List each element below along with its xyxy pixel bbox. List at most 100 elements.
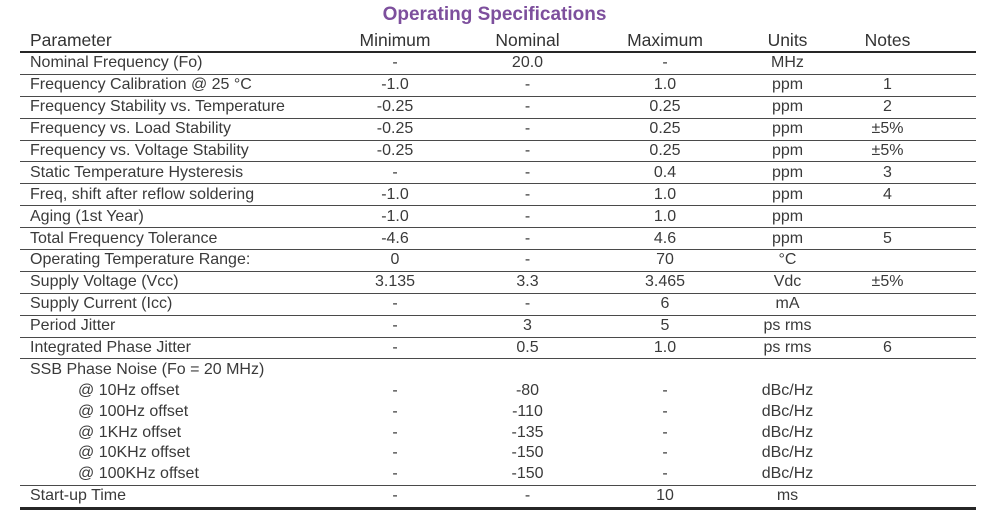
minimum-cell: - [392,317,398,335]
parameter-cell: @ 1KHz offset [78,423,182,441]
table-row: SSB Phase Noise (Fo = 20 MHz) [20,359,976,380]
parameter-cell: Start-up Time [30,487,127,505]
parameter-cell: Frequency vs. Load Stability [30,120,231,138]
spacer-cell [935,271,976,293]
notes-cell [840,422,935,443]
minimum-cell: -4.6 [381,229,409,247]
notes-cell [840,359,935,380]
table-row: Nominal Frequency (Fo) - 20.0 - MHz [20,52,976,75]
maximum-cell: 1.0 [653,76,677,94]
notes-cell [840,443,935,464]
parameter-cell: Operating Temperature Range: [30,251,251,269]
units-cell: dBc/Hz [761,444,814,462]
notes-cell [840,464,935,485]
nominal-cell: - [524,142,531,159]
maximum-cell: 4.6 [653,229,677,247]
parameter-cell: Integrated Phase Jitter [30,339,191,357]
table-row: Frequency Calibration @ 25 °C -1.0-1.0 ppm… [20,74,976,97]
nominal-cell: 3.3 [516,273,539,291]
nominal-cell: 0.5 [516,339,539,357]
units-cell: Vdc [773,273,802,291]
nominal-cell: - [524,120,531,138]
parameter-cell: Total Frequency Tolerance [30,229,218,247]
minimum-cell: -0.25 [376,142,414,159]
minimum-cell: - [392,423,398,441]
minimum-cell: - [392,402,398,420]
table-row: Static Temperature Hysteresis - - 0.4 ppm 3 [20,162,976,184]
units-cell: dBc/Hz [761,402,814,420]
units-cell: ppm [771,120,804,138]
spacer-cell [935,464,976,485]
nominal-cell: - [524,76,531,94]
maximum-cell: - [662,444,668,462]
table-row: @ 100KHz offset - -150 - dBc/Hz [20,464,976,486]
notes-cell: 3 [883,163,892,181]
units-cell: ppm [771,207,804,225]
maximum-cell: - [662,381,668,399]
spacer-cell [935,184,976,206]
spacer-cell [935,250,976,272]
maximum-cell: 0.25 [649,142,681,159]
nominal-cell: -110 [512,402,543,420]
minimum-cell: - [392,54,398,72]
table-row: @ 1KHz offset - -135 - dBc/Hz [20,422,976,443]
units-cell: ppm [771,142,804,159]
nominal-cell: -80 [515,381,540,399]
nominal-cell: - [524,251,531,269]
table-row: Frequency vs. Load Stability -0.25-0.25 pp… [20,118,976,141]
parameter-cell: Period Jitter [30,317,116,335]
units-cell: dBc/Hz [761,465,814,483]
minimum-cell: -0.25 [376,120,414,138]
maximum-cell: 1.0 [653,207,677,225]
maximum-cell: 70 [656,251,674,269]
maximum-cell: - [662,54,668,72]
units-cell: dBc/Hz [761,423,814,441]
minimum-cell: - [392,163,398,181]
nominal-cell: - [524,207,531,225]
spacer-cell [935,293,976,315]
maximum-cell: 6 [660,295,670,313]
table-row: @ 10KHz offset - -150 - dBc/Hz [20,443,976,464]
units-cell: ppm [771,98,804,116]
nominal-cell [460,359,595,380]
maximum-cell: - [662,465,668,483]
maximum-cell: - [662,423,668,441]
spacer-cell [935,401,976,422]
maximum-cell [595,359,735,380]
column-header-minimum: Minimum [359,29,431,50]
column-header-maximum: Maximum [627,29,703,50]
nominal-cell: - [524,229,531,247]
table-row: Start-up Time - - 10 ms [20,485,976,509]
table-row: Supply Voltage (Vcc) 3.135 3.3 3.465 Vdc ±5% [20,271,976,294]
table-row: @ 100Hz offset - -110 - dBc/Hz [20,401,976,422]
spacer-cell [935,380,976,401]
table-row: Integrated Phase Jitter - 0.5 1.0 ps rms 6 [20,337,976,359]
minimum-cell: -1.0 [381,207,409,225]
nominal-cell: -135 [511,423,544,441]
units-cell: °C [778,251,797,269]
table-row: Period Jitter - 3 5 ps rms [20,315,976,338]
notes-cell: 2 [883,98,892,116]
spacer-cell [935,485,976,508]
nominal-cell: - [524,295,531,313]
notes-cell [840,485,935,508]
minimum-cell: -1.0 [381,76,409,94]
minimum-cell: 0 [390,251,400,269]
column-header-nominal: Nominal [495,29,560,50]
minimum-cell: - [392,444,398,462]
spacer-cell [935,422,976,443]
notes-cell: 6 [883,339,892,357]
parameter-cell: Freq, shift after reflow soldering [30,185,255,203]
notes-cell [840,401,935,422]
parameter-cell: @ 100Hz offset [78,402,189,420]
nominal-cell: 20.0 [511,54,544,72]
parameter-cell: @ 10Hz offset [78,381,180,399]
spacer-cell [935,206,976,228]
minimum-cell: 3.135 [374,273,416,291]
column-header-spacer [935,29,976,52]
maximum-cell: 3.465 [644,273,686,291]
notes-cell: ±5% [871,142,904,159]
spacer-cell [935,443,976,464]
column-header-units: Units [767,29,808,50]
units-cell: ppm [771,229,804,247]
